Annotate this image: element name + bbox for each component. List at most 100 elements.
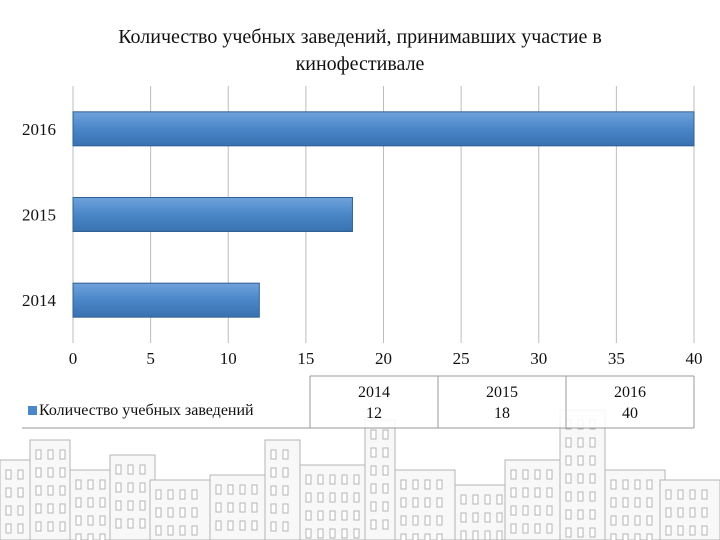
building-window [59, 485, 66, 496]
x-tick-label: 30 [530, 349, 547, 368]
building-window [610, 479, 617, 490]
building-window [370, 465, 377, 476]
x-tick-label: 15 [297, 349, 314, 368]
category-label: 2014 [22, 291, 57, 310]
building-window [565, 455, 572, 466]
building-window [496, 494, 503, 505]
building-window [5, 469, 12, 480]
building-window [665, 525, 672, 536]
building-window [522, 469, 529, 480]
building-window [282, 485, 289, 496]
building-window [534, 523, 541, 534]
building-window [227, 484, 234, 495]
building-window [472, 512, 479, 523]
building-window [59, 521, 66, 532]
building-window [239, 502, 246, 513]
building-window [282, 521, 289, 532]
building-window [239, 520, 246, 531]
building-window [689, 507, 696, 518]
building-window [577, 491, 584, 502]
building-window [155, 507, 162, 518]
building-window [75, 533, 82, 540]
building-window [589, 527, 596, 538]
building-window [484, 512, 491, 523]
building-window [510, 469, 517, 480]
building-window [610, 497, 617, 508]
building-window [215, 484, 222, 495]
building-window [353, 528, 360, 539]
building-window [589, 491, 596, 502]
building-window [610, 515, 617, 526]
building-window [565, 509, 572, 520]
building-window [546, 523, 553, 534]
building-window [329, 474, 336, 485]
building-window [370, 501, 377, 512]
category-label: 2016 [22, 120, 56, 139]
building-window [305, 492, 312, 503]
building-window [565, 473, 572, 484]
building-window [47, 467, 54, 478]
building-window [522, 523, 529, 534]
building-window [522, 487, 529, 498]
building-window [127, 464, 134, 475]
building-window [155, 489, 162, 500]
building-window [251, 520, 258, 531]
table-value-2015: 18 [494, 405, 510, 422]
building-window [589, 437, 596, 448]
building-window [589, 455, 596, 466]
building-window [382, 519, 389, 530]
building-window [99, 515, 106, 526]
building-window [167, 525, 174, 536]
table-year-2015: 2015 [486, 384, 518, 401]
building-window [412, 533, 419, 540]
building-window [589, 509, 596, 520]
building-window [472, 530, 479, 540]
building-window [99, 497, 106, 508]
building-window [215, 520, 222, 531]
building-window [634, 479, 641, 490]
building-window [510, 505, 517, 516]
building-window [472, 494, 479, 505]
x-tick-label: 40 [686, 349, 703, 368]
building-window [689, 525, 696, 536]
building-window [701, 489, 708, 500]
building-window [646, 497, 653, 508]
building-window [305, 474, 312, 485]
building-window [317, 528, 324, 539]
building-window [270, 449, 277, 460]
building-window [510, 487, 517, 498]
building-window [59, 503, 66, 514]
bar-2014 [72, 282, 260, 318]
building-window [577, 455, 584, 466]
building-window [139, 500, 146, 511]
building-window [412, 515, 419, 526]
building-window [47, 521, 54, 532]
table-value-2016: 40 [622, 405, 638, 422]
building-window [35, 503, 42, 514]
building-window [622, 533, 629, 540]
building-window [115, 482, 122, 493]
building-window [370, 483, 377, 494]
building-window [565, 437, 572, 448]
bar-2016 [72, 111, 695, 147]
building-window [496, 512, 503, 523]
building-window [522, 505, 529, 516]
building-window [412, 479, 419, 490]
building-window [424, 533, 431, 540]
building-window [353, 474, 360, 485]
x-tick-label: 25 [453, 349, 470, 368]
building-window [677, 489, 684, 500]
building-window [167, 507, 174, 518]
building-window [191, 525, 198, 536]
building-window [400, 479, 407, 490]
building-window [460, 494, 467, 505]
building-window [35, 449, 42, 460]
building-window [179, 489, 186, 500]
building-window [370, 429, 377, 440]
building-window [35, 467, 42, 478]
building-window [424, 497, 431, 508]
building-window [47, 449, 54, 460]
building-window [534, 469, 541, 480]
building-window [59, 467, 66, 478]
